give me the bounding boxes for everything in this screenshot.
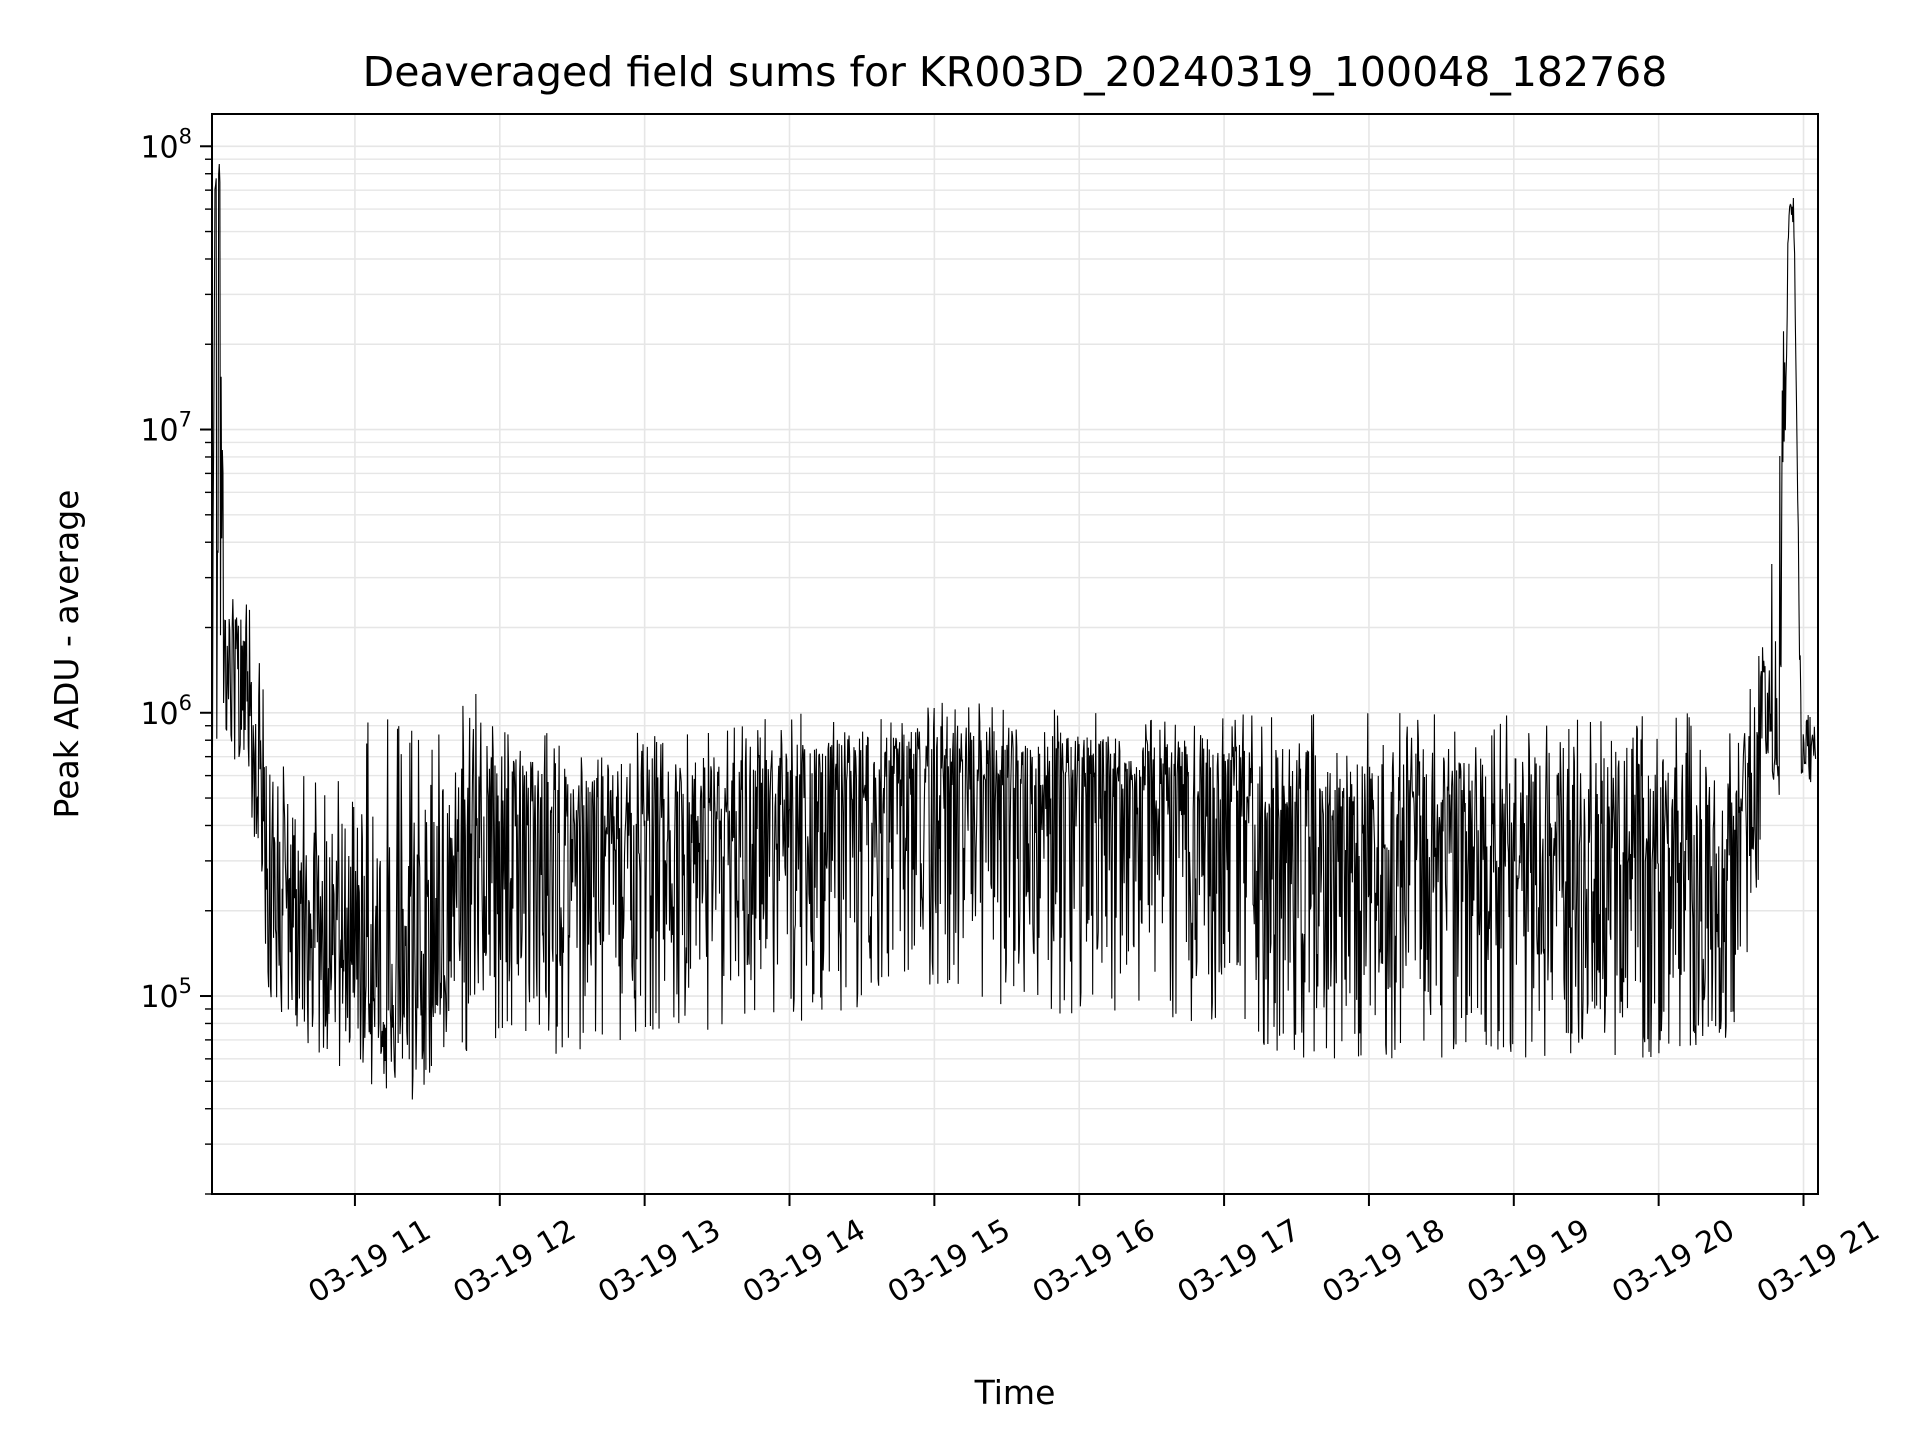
- y-tick-label: 106: [140, 691, 192, 732]
- series-line: [211, 163, 1817, 1100]
- x-tick-label: 03-19 16: [1027, 1213, 1161, 1311]
- y-tick-label: 108: [140, 124, 192, 165]
- y-tick-base: 10: [140, 414, 178, 449]
- x-tick-label: 03-19 13: [592, 1213, 726, 1311]
- y-tick-exponent: 6: [179, 691, 192, 715]
- x-tick-label: 03-19 20: [1606, 1213, 1740, 1311]
- x-tick-label: 03-19 14: [737, 1213, 871, 1311]
- y-tick-base: 10: [140, 130, 178, 165]
- chart-title: Deaveraged field sums for KR003D_2024031…: [363, 48, 1668, 96]
- x-tick-label: 03-19 11: [303, 1213, 437, 1311]
- x-tick-label: 03-19 15: [882, 1213, 1016, 1311]
- x-tick-label: 03-19 17: [1172, 1213, 1306, 1311]
- grid: [212, 114, 1818, 1195]
- x-tick-label: 03-19 21: [1751, 1213, 1885, 1311]
- y-tick-base: 10: [140, 980, 178, 1015]
- y-tick-label: 105: [140, 974, 192, 1015]
- y-tick-label: 107: [140, 408, 192, 449]
- x-tick-label: 03-19 18: [1317, 1213, 1451, 1311]
- y-tick-exponent: 5: [179, 974, 192, 998]
- y-tick-base: 10: [140, 697, 178, 732]
- plot-frame: [211, 113, 1819, 1195]
- x-axis-title: Time: [974, 1373, 1056, 1412]
- x-tick-label: 03-19 12: [447, 1213, 581, 1311]
- y-tick-exponent: 8: [179, 124, 192, 148]
- y-axis-title: Peak ADU - average: [47, 490, 86, 819]
- y-tick-exponent: 7: [179, 408, 192, 432]
- x-tick-label: 03-19 19: [1461, 1213, 1595, 1311]
- x-axis-ticks: 03-19 11 03-19 12 03-19 13 03-19 14 03-19 15…: [303, 1194, 1886, 1310]
- series-layer: [211, 163, 1817, 1100]
